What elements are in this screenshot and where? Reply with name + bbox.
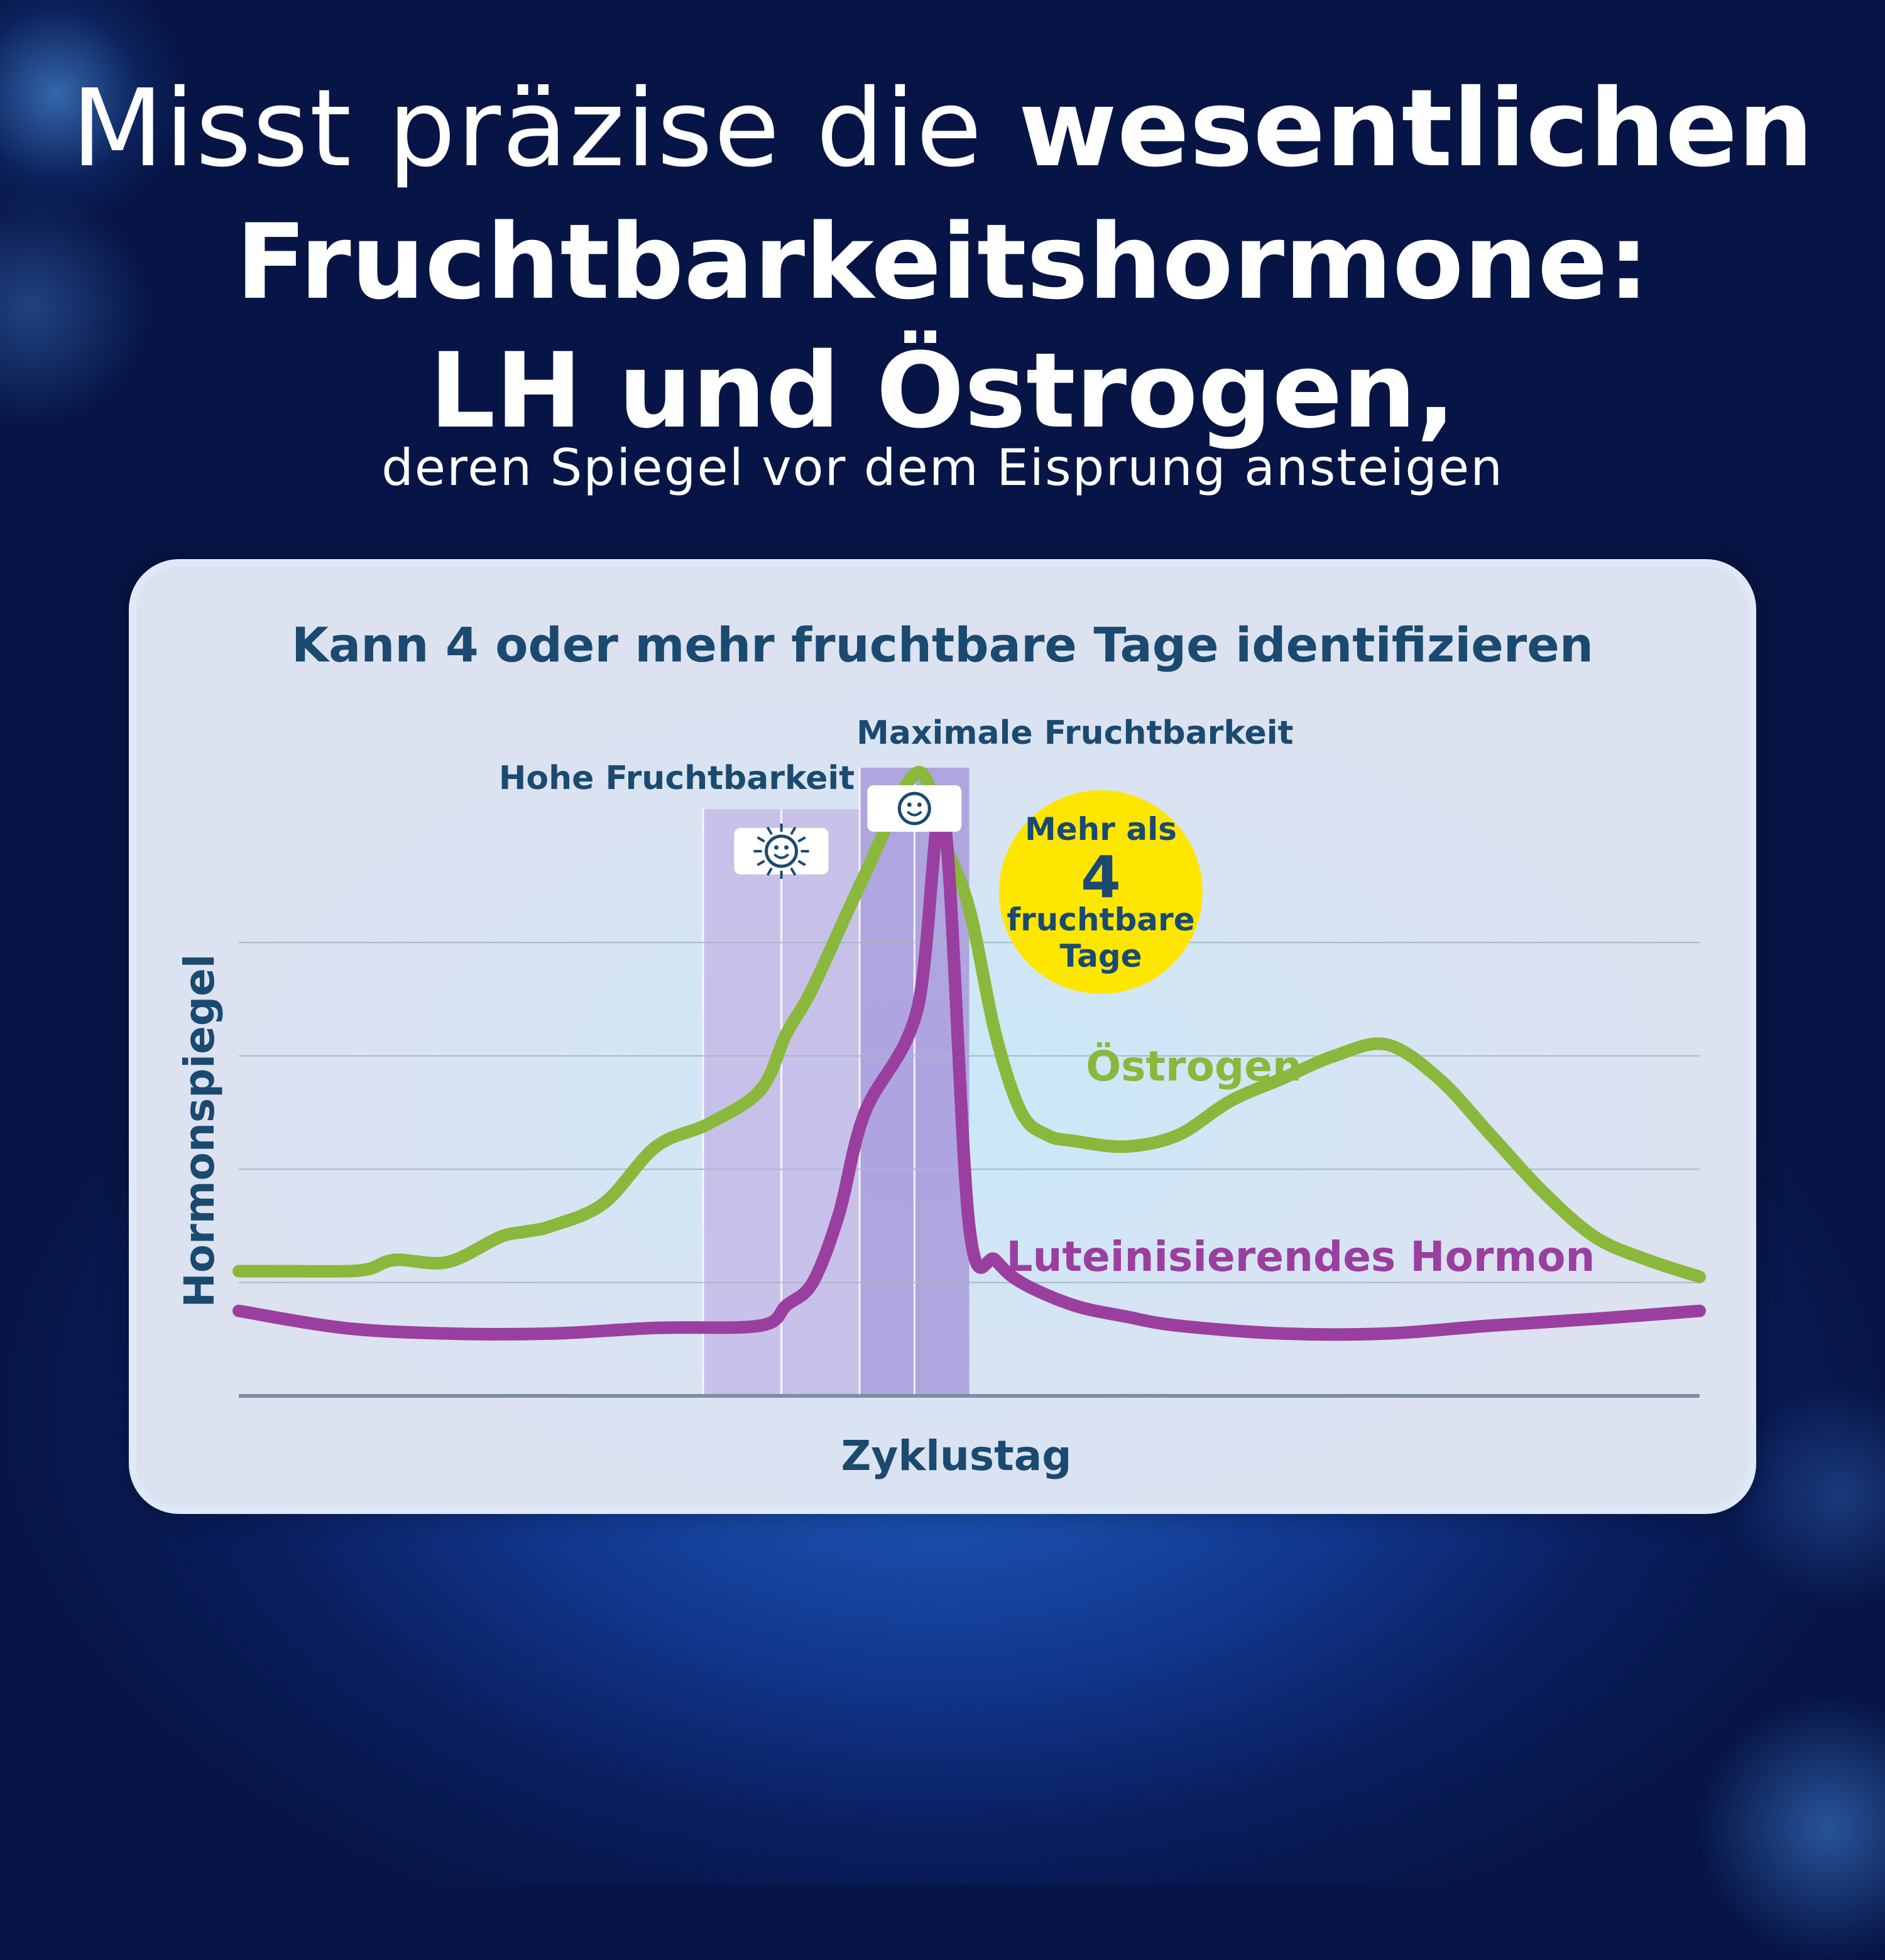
sun-ray bbox=[757, 859, 765, 866]
badge-number: 4 bbox=[1081, 844, 1121, 911]
chart-title: Kann 4 oder mehr fruchtbare Tage identif… bbox=[292, 617, 1593, 673]
smiley-eye bbox=[907, 802, 912, 807]
smiley-eye bbox=[774, 845, 779, 850]
icon-box bbox=[734, 828, 829, 874]
smiley-icon bbox=[897, 792, 931, 825]
badge-text-line: Mehr als bbox=[1025, 811, 1177, 847]
smiley-face bbox=[765, 834, 799, 868]
estrogen-label: Östrogen bbox=[1086, 1042, 1302, 1091]
x-axis-label: Zyklustag bbox=[841, 1432, 1072, 1480]
sun-smiley-icon bbox=[753, 824, 809, 879]
headline-line-3: LH und Östrogen, bbox=[429, 330, 1456, 451]
smiley-eye bbox=[917, 802, 922, 807]
high-fertility-label: Hohe Fruchtbarkeit bbox=[499, 760, 855, 797]
badge-text-line: fruchtbare bbox=[1007, 901, 1194, 938]
smiley-mouth bbox=[773, 853, 789, 859]
fertile-days-badge bbox=[999, 790, 1203, 994]
badge-text-line: Tage bbox=[1059, 938, 1142, 974]
max-fertility-label: Maximale Fruchtbarkeit bbox=[856, 714, 1293, 752]
sun-ray bbox=[766, 826, 773, 836]
smiley-mouth bbox=[906, 810, 922, 817]
sun-ray bbox=[797, 859, 806, 866]
sun-ray bbox=[766, 867, 773, 876]
sun-ray bbox=[790, 826, 797, 836]
y-axis-label: Hormonspiegel bbox=[175, 954, 224, 1308]
headline-line-1: Misst präzise die wesentlichen bbox=[0, 63, 1885, 195]
sun-ray bbox=[757, 836, 765, 843]
smiley-eye bbox=[784, 845, 789, 850]
headline-light-text: Misst präzise die bbox=[71, 67, 1019, 191]
icon-box bbox=[867, 785, 962, 832]
lh-label: Luteinisierendes Hormon bbox=[1006, 1233, 1595, 1281]
headline-bold-text: wesentlichen bbox=[1018, 67, 1814, 191]
sun-ray bbox=[790, 867, 797, 876]
headline-subtitle: deren Spiegel vor dem Eisprung ansteigen bbox=[381, 438, 1504, 497]
headline-line-2: Fruchtbarkeitshormone: bbox=[236, 202, 1649, 322]
sun-ray bbox=[797, 836, 806, 843]
smiley-face bbox=[897, 792, 931, 825]
